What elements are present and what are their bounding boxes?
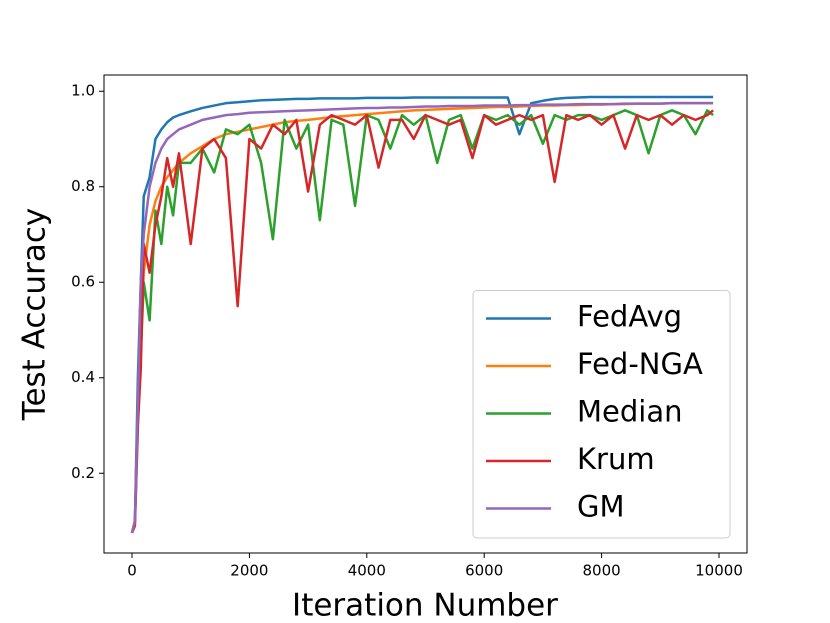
x-tick-label: 6000 xyxy=(465,562,503,580)
legend-label: Krum xyxy=(577,442,655,476)
y-tick-label: 1.0 xyxy=(71,82,95,100)
series-line xyxy=(130,109,714,534)
series-line xyxy=(130,95,714,534)
x-axis-label: Iteration Number xyxy=(292,588,558,623)
x-tick-label: 0 xyxy=(127,562,137,580)
x-tick-label: 10000 xyxy=(695,562,743,580)
series-line xyxy=(130,101,714,534)
legend-label: Median xyxy=(577,395,682,429)
legend-box xyxy=(472,290,731,539)
legend-label: Fed-NGA xyxy=(577,347,703,381)
legend-label: FedAvg xyxy=(577,300,682,334)
y-tick-label: 0.8 xyxy=(71,177,95,195)
y-tick-label: 0.4 xyxy=(71,368,95,386)
y-tick-label: 0.6 xyxy=(71,273,95,291)
x-tick-label: 2000 xyxy=(230,562,268,580)
x-tick-label: 4000 xyxy=(348,562,386,580)
y-axis-label: Test Accuracy xyxy=(17,208,53,421)
x-tick-label: 8000 xyxy=(583,562,621,580)
y-tick-label: 0.2 xyxy=(71,464,95,482)
legend-label: GM xyxy=(577,490,625,524)
plot-frame xyxy=(103,74,748,554)
